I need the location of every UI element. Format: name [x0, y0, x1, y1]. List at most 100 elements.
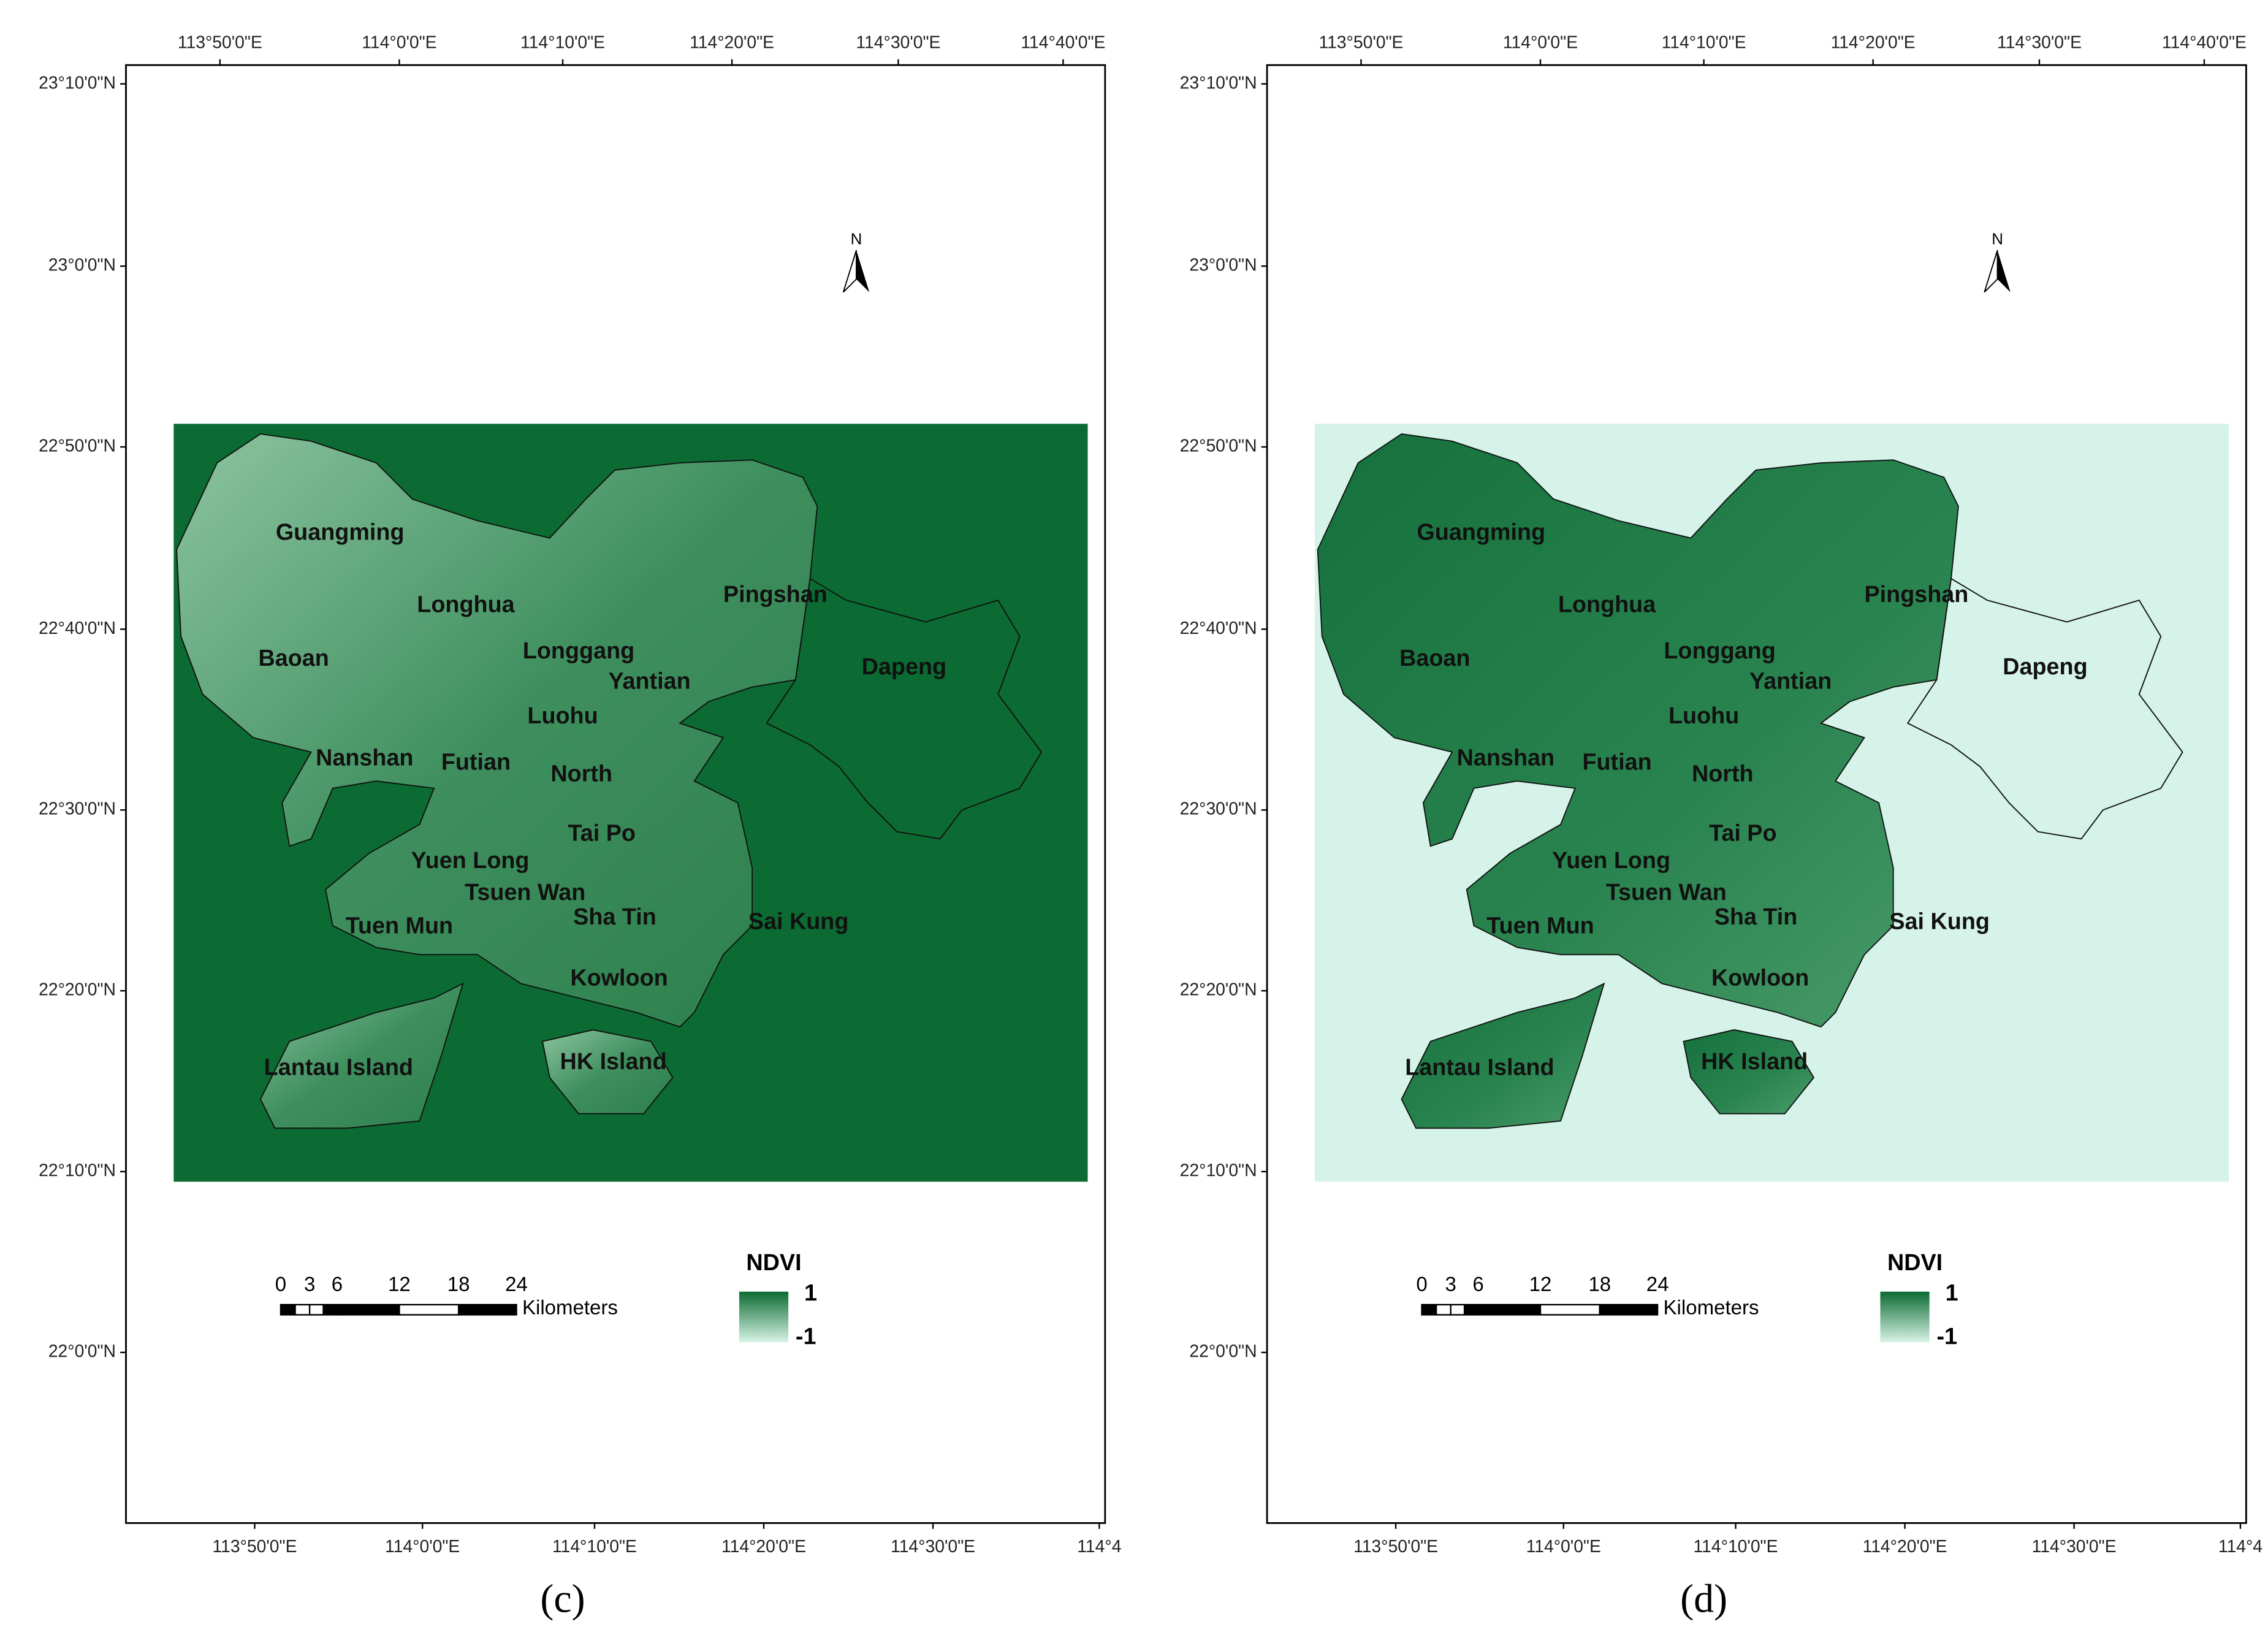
scale-segment	[336, 1304, 400, 1316]
map-frame	[125, 64, 1106, 1524]
top-tick-label: 113°50'0"E	[178, 32, 262, 51]
scale-label: 3	[304, 1273, 315, 1295]
land	[541, 1029, 674, 1114]
place-name: Baoan	[1399, 645, 1470, 671]
place-name: Longgang	[523, 638, 634, 663]
place-name: Sai Kung	[1889, 908, 1990, 934]
place-name: Futian	[1582, 749, 1651, 775]
scale-unit: Kilometers	[1664, 1296, 1759, 1319]
place-name: HK Island	[560, 1048, 667, 1074]
top-tick-label: 114°10'0"E	[1662, 32, 1746, 51]
place-name: Nanshan	[316, 745, 413, 771]
place-name: Yuen Long	[411, 847, 530, 873]
top-tick-label: 114°40'0"E	[1021, 32, 1105, 51]
place-name: Dapeng	[862, 653, 946, 679]
bottom-tick-label: 114°10'0"E	[552, 1536, 637, 1556]
north-arrow	[842, 250, 857, 293]
left-tick-label: 22°20'0"N	[39, 980, 116, 999]
scale-segment	[1463, 1304, 1479, 1316]
bottom-tick-label: 114°20'0"E	[721, 1536, 806, 1556]
land	[1683, 1029, 1815, 1114]
map-panel: 113°50'0"E 114°0'0"E 114°10'0"E 114°20'0"E 1…	[1180, 32, 2262, 1621]
top-tick-label: 114°40'0"E	[2162, 32, 2247, 51]
place-name: Nanshan	[1457, 745, 1554, 771]
place-name: Longhua	[417, 592, 515, 617]
bottom-tick-label: 114°30'0"E	[891, 1536, 975, 1556]
place-name: Sha Tin	[573, 904, 656, 929]
left-tick-label: 22°10'0"N	[39, 1160, 116, 1180]
scale-label: 3	[1445, 1273, 1456, 1295]
top-tick-label: 113°50'0"E	[1319, 32, 1403, 51]
top-tick-label: 114°20'0"E	[1831, 32, 1916, 51]
top-tick-label: 114°30'0"E	[1997, 32, 2082, 51]
place-name: Sai Kung	[748, 908, 849, 934]
scale-label: 24	[505, 1273, 528, 1295]
place-name: Longgang	[1664, 638, 1775, 663]
legend-max: 1	[1946, 1280, 1958, 1306]
place-name: Kowloon	[1711, 964, 1809, 990]
land	[176, 433, 818, 1028]
place-name: Luohu	[1669, 703, 1739, 728]
place-name: Tuen Mun	[346, 912, 453, 938]
bottom-tick-label: 114°0'0"E	[1526, 1536, 1601, 1556]
left-tick-label: 22°0'0"N	[48, 1341, 116, 1361]
place-name: Luohu	[527, 703, 598, 728]
place-name: Yuen Long	[1552, 847, 1670, 873]
bottom-tick-label: 113°50'0"E	[212, 1536, 297, 1556]
bottom-tick-label: 114°30'0"E	[2032, 1536, 2117, 1556]
scale-segment	[308, 1304, 324, 1316]
place-name: Tai Po	[568, 820, 636, 845]
place-name: Tsuen Wan	[1606, 879, 1727, 905]
scale-segment	[1435, 1304, 1452, 1316]
scale-segment	[1477, 1304, 1542, 1316]
scale-label: 18	[447, 1273, 470, 1295]
place-name: Kowloon	[570, 964, 668, 990]
legend-title: NDVI	[746, 1249, 801, 1275]
map-frame	[1266, 64, 2247, 1524]
scale-segment	[1599, 1304, 1659, 1316]
place-name: Guangming	[276, 519, 405, 545]
north-arrow	[1997, 250, 2011, 292]
top-tick-label: 114°20'0"E	[690, 32, 774, 51]
scale-label: 6	[332, 1273, 343, 1295]
scale-segment	[1539, 1304, 1600, 1316]
north-label: N	[1992, 231, 2003, 248]
land	[259, 982, 464, 1129]
left-tick-label: 22°40'0"N	[1180, 618, 1257, 638]
panel-label: (c)	[540, 1576, 585, 1621]
place-name: North	[1692, 761, 1754, 787]
coastline	[1906, 577, 2183, 840]
left-tick-label: 23°10'0"N	[1180, 72, 1257, 92]
bottom-tick-label: 114°20'0"E	[1863, 1536, 1947, 1556]
left-tick-label: 22°20'0"N	[1180, 980, 1257, 999]
place-name: Yantian	[1749, 668, 1832, 694]
place-name: Futian	[441, 749, 511, 775]
scale-segment	[1450, 1304, 1466, 1316]
left-tick-label: 22°30'0"N	[39, 799, 116, 818]
bottom-tick-label: 114°4	[2218, 1536, 2262, 1556]
left-tick-label: 23°0'0"N	[1189, 255, 1257, 275]
land	[1317, 433, 1959, 1028]
bottom-tick-label: 114°4	[1077, 1536, 1121, 1556]
scale-label: 12	[388, 1273, 411, 1295]
place-name: Tai Po	[1709, 820, 1776, 845]
top-tick-label: 114°0'0"E	[362, 32, 436, 51]
scale-label: 6	[1472, 1273, 1483, 1295]
place-name: Longhua	[1558, 592, 1656, 617]
north-label: N	[851, 231, 862, 248]
scale-segment	[1421, 1304, 1437, 1316]
place-name: Pingshan	[1864, 581, 1968, 607]
bottom-tick-label: 113°50'0"E	[1353, 1536, 1438, 1556]
scale-segment	[280, 1304, 296, 1316]
place-name: Lantau Island	[264, 1054, 413, 1080]
legend-gradient	[739, 1291, 789, 1343]
legend-title: NDVI	[1887, 1249, 1943, 1275]
place-name: Dapeng	[2003, 653, 2087, 679]
legend-max: 1	[804, 1280, 817, 1306]
top-tick-label: 114°30'0"E	[856, 32, 940, 51]
top-tick-label: 114°0'0"E	[1503, 32, 1578, 51]
left-tick-label: 22°10'0"N	[1180, 1160, 1257, 1180]
place-name: Baoan	[258, 645, 329, 671]
land	[1401, 982, 1605, 1129]
scale-label: 0	[275, 1273, 286, 1295]
